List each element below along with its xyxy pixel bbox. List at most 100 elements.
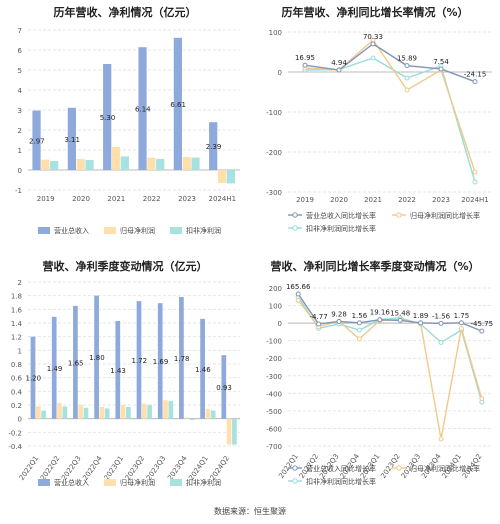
- data-point: [438, 320, 444, 326]
- data-point: [458, 320, 464, 326]
- x-tick-label: 2021: [107, 195, 125, 203]
- y-tick-label: -100: [266, 338, 282, 346]
- legend-label: 扣非净利润同比增长率: [306, 477, 376, 486]
- bar-revenue: [115, 320, 121, 419]
- legend-marker: [396, 465, 402, 471]
- bar-parent-profit: [141, 403, 147, 419]
- bar-parent-profit: [147, 157, 156, 170]
- data-label: 1.46: [195, 366, 211, 374]
- data-point: [472, 179, 478, 185]
- y-tick-label: 2: [18, 127, 22, 135]
- data-point: [404, 75, 410, 81]
- bar-deducted-profit: [156, 159, 165, 170]
- y-tick-label: 200: [269, 285, 282, 293]
- legend-label: 扣非净利润: [186, 478, 221, 487]
- x-tick-label: 2024Q1: [187, 455, 209, 482]
- bar-revenue: [32, 110, 41, 170]
- data-label: 0.93: [216, 384, 232, 392]
- y-tick-label: -200: [266, 149, 282, 157]
- y-tick-label: -300: [266, 189, 282, 197]
- legend-label: 营业总收入同比增长率: [306, 211, 376, 220]
- y-tick-label: 2: [18, 279, 22, 287]
- legend-label: 营业总收入同比增长率: [306, 464, 376, 473]
- bar-parent-profit: [217, 170, 227, 183]
- legend-label: 归母净利润: [120, 226, 155, 235]
- y-tick-label: 1.8: [11, 293, 22, 301]
- x-tick-label: 2019: [37, 195, 55, 203]
- data-label: 9.28: [331, 310, 347, 318]
- bar-deducted-profit: [191, 157, 200, 170]
- data-point: [295, 297, 301, 303]
- bar-parent-profit: [99, 407, 105, 419]
- x-tick-label: 2022Q4: [81, 454, 104, 482]
- data-point: [397, 317, 403, 323]
- bar-revenue: [200, 318, 205, 419]
- y-tick-label: -600: [266, 425, 282, 433]
- data-point: [377, 317, 383, 323]
- y-tick-label: 0: [18, 416, 22, 424]
- series-line: [304, 43, 476, 83]
- x-tick-label: 2019: [296, 196, 314, 204]
- x-tick-label: 2024Q2: [209, 455, 231, 482]
- data-label: 16.95: [295, 54, 315, 62]
- bar-parent-profit: [226, 418, 232, 445]
- x-tick-label: 2023Q3: [145, 455, 167, 482]
- bar-deducted-profit: [83, 407, 89, 419]
- bar-deducted-profit: [41, 410, 46, 419]
- data-label: 1.75: [454, 312, 470, 320]
- chart-title: 营收、净利同比增长率季度变动情况（%）: [270, 260, 480, 273]
- bar-deducted-profit: [85, 160, 94, 170]
- data-source-note: 数据来源：恒生聚源: [214, 507, 286, 516]
- data-point: [438, 436, 444, 442]
- bar-revenue: [136, 301, 142, 419]
- x-tick-label: 2023Q2: [124, 455, 146, 482]
- legend-marker: [292, 212, 298, 218]
- legend-label: 扣非净利润: [186, 226, 221, 235]
- legend-label: 扣非净利润同比增长率: [306, 224, 376, 233]
- panel-quarterly-amounts: 营收、净利季度变动情况（亿元） -0.4 -0.2 0 0.2 0.4 0.6 0.8 1 1.…: [0, 250, 250, 512]
- y-tick-label: 7: [18, 27, 22, 35]
- legend-marker: [292, 225, 298, 231]
- y-tick-label: 0.8: [11, 361, 22, 369]
- x-tick-label: 2024H1: [209, 195, 237, 203]
- series-line: [297, 299, 483, 440]
- legend-marker: [396, 212, 402, 218]
- data-label: 1.49: [47, 365, 63, 373]
- bar-parent-profit: [205, 409, 211, 419]
- chart-title: 历年营收、净利同比增长率情况（%）: [281, 6, 469, 19]
- data-label: 7.54: [433, 58, 449, 66]
- data-point: [316, 321, 322, 327]
- y-tick-label: -100: [266, 109, 282, 117]
- bar-parent-profit: [182, 157, 191, 170]
- series-line: [297, 293, 483, 332]
- data-label: 1.80: [89, 354, 105, 362]
- legend-swatch: [104, 479, 116, 486]
- y-tick-label: 0: [18, 167, 22, 175]
- y-tick-label: -400: [266, 390, 282, 398]
- bar-revenue: [67, 107, 76, 170]
- data-point: [356, 327, 362, 333]
- y-tick-label: 1: [18, 347, 22, 355]
- data-label: 5.30: [100, 114, 116, 122]
- bar-parent-profit: [57, 402, 62, 419]
- bar-deducted-profit: [189, 418, 195, 421]
- bar-revenue: [30, 336, 36, 419]
- data-point: [404, 63, 410, 69]
- data-label: 165.66: [286, 283, 311, 291]
- data-label: 6.61: [170, 101, 186, 109]
- data-point: [472, 79, 478, 85]
- chart-title: 营收、净利季度变动情况（亿元）: [42, 260, 208, 273]
- data-label: -4.77: [310, 313, 328, 321]
- data-point: [336, 318, 342, 324]
- data-point: [295, 291, 301, 297]
- legend-label: 归母净利润: [120, 478, 155, 487]
- bar-deducted-profit: [168, 400, 174, 419]
- data-point: [370, 41, 376, 47]
- y-tick-label: 0.2: [11, 402, 22, 410]
- data-point: [356, 336, 362, 342]
- bar-parent-profit: [184, 417, 190, 419]
- bar-parent-profit: [41, 159, 50, 170]
- bar-revenue: [94, 295, 99, 419]
- legend-swatch: [170, 227, 182, 234]
- data-label: 1.69: [153, 358, 169, 366]
